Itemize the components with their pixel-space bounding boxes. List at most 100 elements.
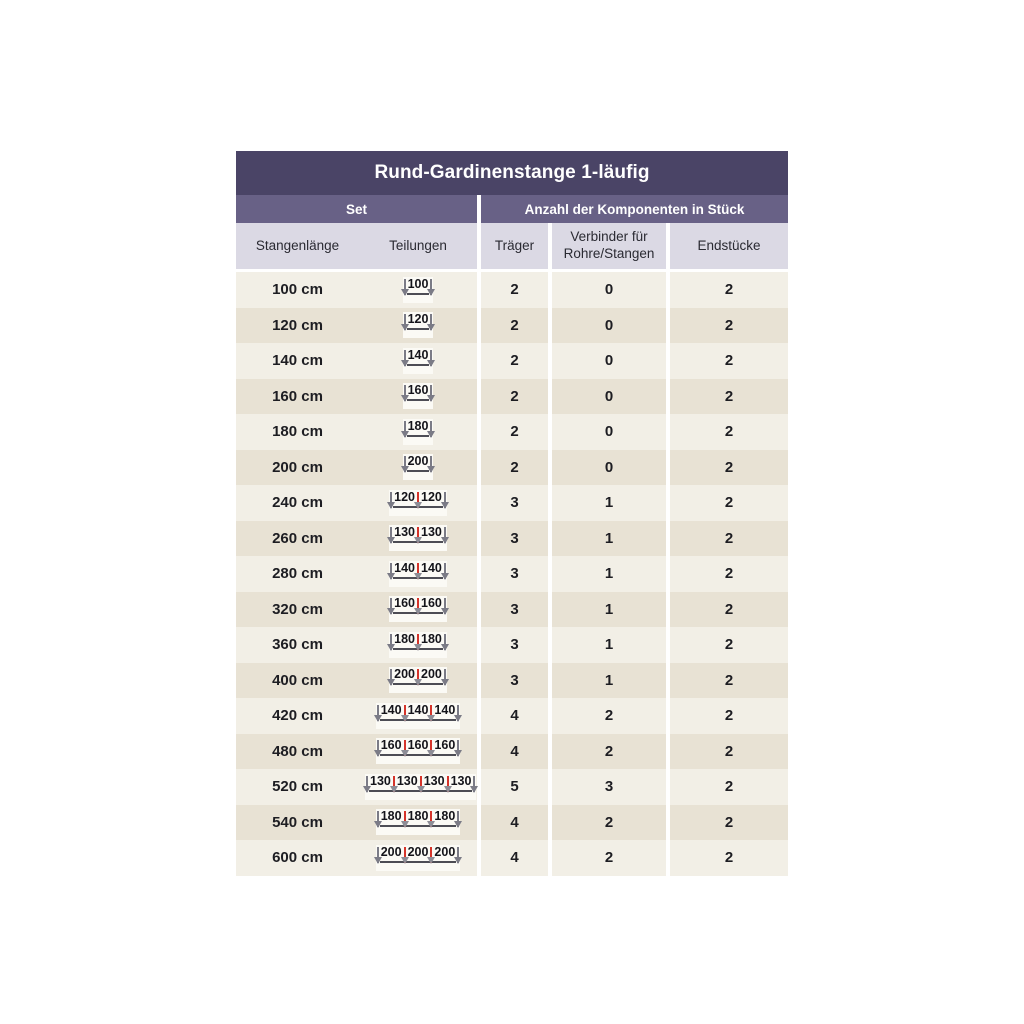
- cell-traeger: 3: [481, 662, 548, 698]
- segment-length-label: 200: [407, 454, 429, 469]
- tick-foot-icon: [387, 572, 396, 580]
- cell-endstuecke: 2: [670, 449, 789, 485]
- segment-piece: 160: [405, 738, 432, 752]
- tick-foot-icon: [414, 679, 422, 687]
- end-tick-icon: [473, 775, 476, 792]
- end-tick-icon: [403, 314, 406, 331]
- tick-foot-icon: [414, 501, 422, 509]
- cell-stangenlaenge: 600 cm: [236, 840, 359, 876]
- column-gap: [477, 627, 481, 663]
- cell-endstuecke: 2: [670, 520, 789, 556]
- segment-piece: 140: [391, 561, 418, 575]
- tick-foot-icon: [387, 608, 396, 616]
- dimension-rule: [379, 718, 457, 721]
- segment-length-label: 140: [421, 560, 442, 575]
- segment-label-row: 200 200 200: [378, 845, 459, 871]
- segment-piece: 200: [431, 845, 458, 859]
- cell-teilungen: 140: [359, 343, 477, 379]
- joint-tick-icon: [417, 598, 419, 615]
- segment-piece: 120: [405, 312, 432, 326]
- tick-foot-icon: [427, 856, 436, 864]
- segment-label-row: 120: [405, 312, 432, 338]
- column-gap: [666, 556, 670, 592]
- end-tick-icon: [443, 562, 446, 579]
- cell-endstuecke: 2: [670, 627, 789, 663]
- dimension-rule: [406, 470, 430, 473]
- cell-stangenlaenge: 400 cm: [236, 662, 359, 698]
- cell-endstuecke: 2: [670, 591, 789, 627]
- cell-teilungen: 200 200: [359, 662, 477, 698]
- segment-length-label: 160: [380, 738, 402, 753]
- end-tick-icon: [430, 385, 433, 402]
- end-tick-icon: [457, 811, 460, 828]
- cell-stangenlaenge: 100 cm: [236, 272, 359, 308]
- table-row: 180 cm 180 2 0 2: [236, 414, 789, 450]
- joint-tick-icon: [446, 775, 449, 792]
- tick-foot-icon: [427, 324, 436, 332]
- segment-label-row: 140 140: [391, 561, 445, 587]
- column-gap: [548, 733, 552, 769]
- header-body-spacer: [236, 269, 789, 272]
- cell-stangenlaenge: 320 cm: [236, 591, 359, 627]
- cell-stangenlaenge: 520 cm: [236, 769, 359, 805]
- column-gap: [477, 556, 481, 592]
- table-row: 400 cm 200 200 3 1 2: [236, 662, 789, 698]
- cell-verbinder: 2: [552, 804, 666, 840]
- table-row: 480 cm 160 160 160 4 2 2: [236, 733, 789, 769]
- cell-stangenlaenge: 240 cm: [236, 485, 359, 521]
- column-gap: [548, 804, 552, 840]
- tick-foot-icon: [427, 430, 436, 438]
- dimension-rule: [406, 434, 430, 437]
- tick-foot-icon: [400, 324, 409, 332]
- segment-length-label: 200: [434, 844, 456, 859]
- segment-piece: 140: [405, 703, 432, 717]
- cell-stangenlaenge: 360 cm: [236, 627, 359, 663]
- segment-piece: 180: [391, 632, 418, 646]
- tick-foot-icon: [454, 750, 463, 758]
- tick-foot-icon: [400, 750, 409, 758]
- cell-verbinder: 2: [552, 698, 666, 734]
- cell-endstuecke: 2: [670, 307, 789, 343]
- segment-length-label: 200: [407, 844, 429, 859]
- column-gap: [666, 307, 670, 343]
- segment-piece: 140: [418, 561, 445, 575]
- tick-foot-icon: [416, 785, 425, 793]
- segment-label-row: 180: [405, 419, 432, 445]
- column-gap: [477, 769, 481, 805]
- end-tick-icon: [403, 349, 406, 366]
- cell-endstuecke: 2: [670, 556, 789, 592]
- tick-foot-icon: [440, 643, 449, 651]
- end-tick-icon: [403, 456, 406, 473]
- cell-teilungen: 180 180: [359, 627, 477, 663]
- cell-traeger: 3: [481, 591, 548, 627]
- end-tick-icon: [390, 562, 393, 579]
- table-row: 240 cm 120 120 3 1 2: [236, 485, 789, 521]
- column-gap: [666, 627, 670, 663]
- segment-length-label: 180: [394, 631, 415, 646]
- tick-foot-icon: [440, 679, 449, 687]
- cell-endstuecke: 2: [670, 662, 789, 698]
- table-row: 600 cm 200 200 200 4 2 2: [236, 840, 789, 876]
- column-gap: [477, 840, 481, 876]
- column-gap: [666, 591, 670, 627]
- segment-length-label: 120: [394, 489, 415, 504]
- tick-foot-icon: [440, 501, 449, 509]
- dimension-rule: [406, 328, 430, 331]
- group-header-components: Anzahl der Komponenten in Stück: [481, 195, 789, 223]
- cell-traeger: 2: [481, 414, 548, 450]
- column-gap: [666, 698, 670, 734]
- cell-stangenlaenge: 480 cm: [236, 733, 359, 769]
- cell-teilungen: 160: [359, 378, 477, 414]
- column-gap: [477, 520, 481, 556]
- table-row: 540 cm 180 180 180 4 2 2: [236, 804, 789, 840]
- tick-foot-icon: [414, 608, 422, 616]
- dimension-rule: [406, 363, 430, 366]
- segment-length-label: 140: [380, 702, 402, 717]
- column-gap: [477, 698, 481, 734]
- cell-verbinder: 0: [552, 272, 666, 308]
- segment-length-label: 120: [407, 312, 429, 327]
- table-row: 260 cm 130 130 3 1 2: [236, 520, 789, 556]
- cell-stangenlaenge: 160 cm: [236, 378, 359, 414]
- segment-piece: 180: [405, 809, 432, 823]
- segment-piece: 140: [378, 703, 405, 717]
